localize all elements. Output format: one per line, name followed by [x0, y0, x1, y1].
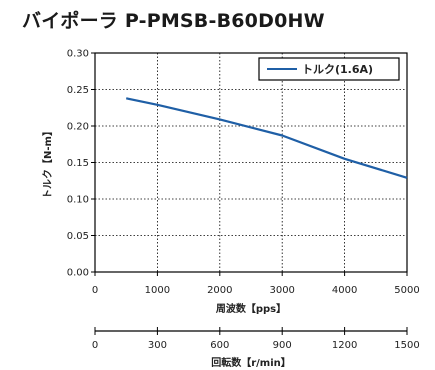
y-tick-label: 0.00 [67, 268, 89, 279]
x-tick-label: 5000 [394, 285, 419, 296]
rpm-tick-label: 600 [210, 340, 229, 351]
x-tick-label: 0 [92, 285, 98, 296]
rpm-tick-label: 1200 [332, 340, 357, 351]
x-tick-label: 2000 [207, 285, 232, 296]
y-axis-label: トルク【N-m】 [41, 126, 54, 199]
legend-box [258, 57, 400, 81]
chart-title: バイポーラ P-PMSB-B60D0HW [22, 10, 325, 32]
x-axis-label: 周波数【pps】 [216, 302, 286, 315]
rpm-tick-label: 0 [92, 340, 98, 351]
rpm-tick-label: 1500 [394, 340, 419, 351]
series-line-torque [125, 97, 408, 179]
y-tick-label: 0.15 [67, 158, 89, 169]
x-tick-label: 4000 [332, 285, 357, 296]
rpm-axis-label: 回転数【r/min】 [211, 356, 291, 369]
rpm-tick-label: 900 [273, 340, 292, 351]
x-tick-label: 3000 [269, 285, 294, 296]
y-tick-label: 0.30 [67, 49, 89, 60]
legend-label: トルク(1.6A) [302, 63, 373, 76]
y-tick-label: 0.25 [67, 85, 89, 96]
y-tick-label: 0.20 [67, 122, 89, 133]
y-tick-label: 0.10 [67, 195, 89, 206]
x-tick-label: 1000 [145, 285, 170, 296]
y-tick-label: 0.05 [67, 231, 89, 242]
rpm-tick-label: 300 [148, 340, 167, 351]
